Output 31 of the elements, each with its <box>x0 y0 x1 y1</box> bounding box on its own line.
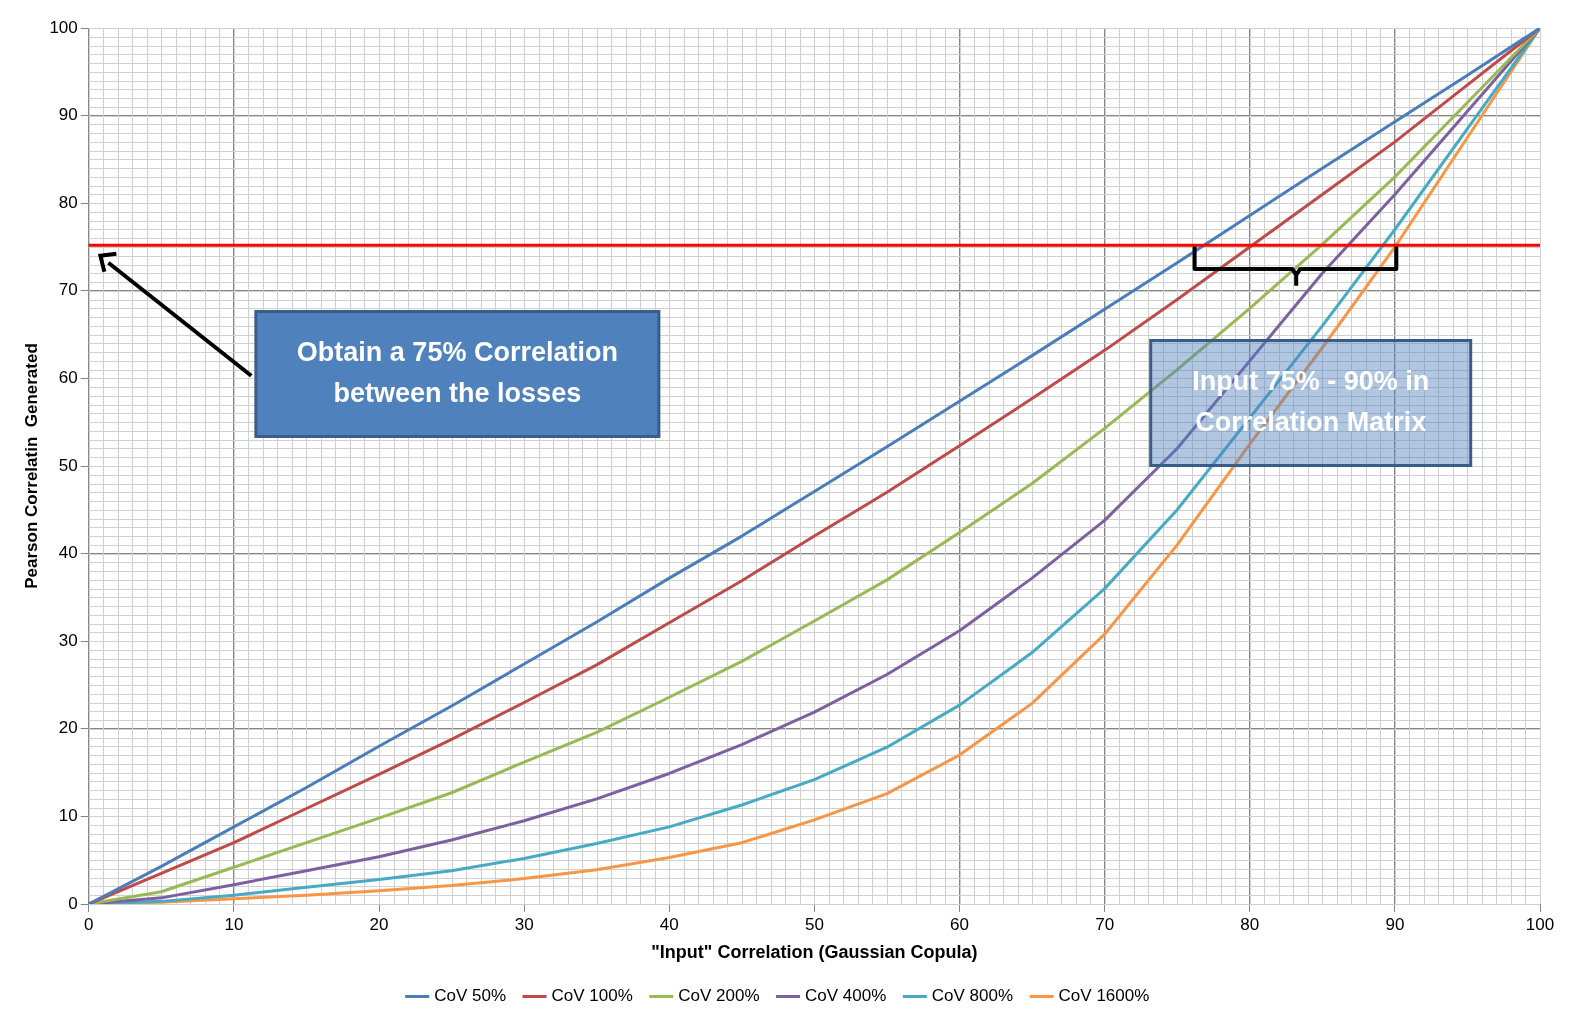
y-tick-label: 50 <box>58 455 78 475</box>
legend-label: CoV 200% <box>678 986 760 1006</box>
x-axis-title: "Input" Correlation (Gaussian Copula) <box>651 942 978 963</box>
legend-label: CoV 800% <box>931 986 1014 1006</box>
y-tick-label: 30 <box>58 630 78 650</box>
y-axis-title: Pearson Correlatin Generated <box>21 343 41 589</box>
y-tick-label: 80 <box>58 192 78 212</box>
x-tick-label: 50 <box>804 914 824 934</box>
x-tick-label: 80 <box>1240 914 1260 934</box>
legend-label: CoV 50% <box>434 986 507 1006</box>
x-tick-label: 60 <box>950 914 969 934</box>
y-tick-label: 20 <box>58 718 78 738</box>
x-tick-label: 0 <box>84 914 94 934</box>
x-tick-label: 20 <box>369 914 389 934</box>
legend-label: CoV 100% <box>551 986 633 1006</box>
y-tick-label: 0 <box>68 893 78 913</box>
x-tick-label: 100 <box>1525 914 1555 934</box>
x-tick-label: 30 <box>514 914 534 934</box>
x-tick-label: 10 <box>224 914 244 934</box>
x-tick-label: 90 <box>1385 914 1405 934</box>
annotation: Obtain a 75% Correlation between the losses <box>296 336 618 408</box>
y-tick-label: 40 <box>58 543 78 563</box>
x-tick-label: 70 <box>1095 914 1115 934</box>
y-tick-label: 10 <box>58 806 78 826</box>
y-tick-label: 90 <box>58 105 78 125</box>
legend-label: CoV 400% <box>805 986 887 1006</box>
legend-label: CoV 1600% <box>1058 986 1150 1006</box>
x-tick-label: 40 <box>659 914 679 934</box>
y-tick-label: 100 <box>49 17 78 37</box>
y-tick-label: 60 <box>58 368 78 388</box>
y-tick-label: 70 <box>58 280 78 300</box>
